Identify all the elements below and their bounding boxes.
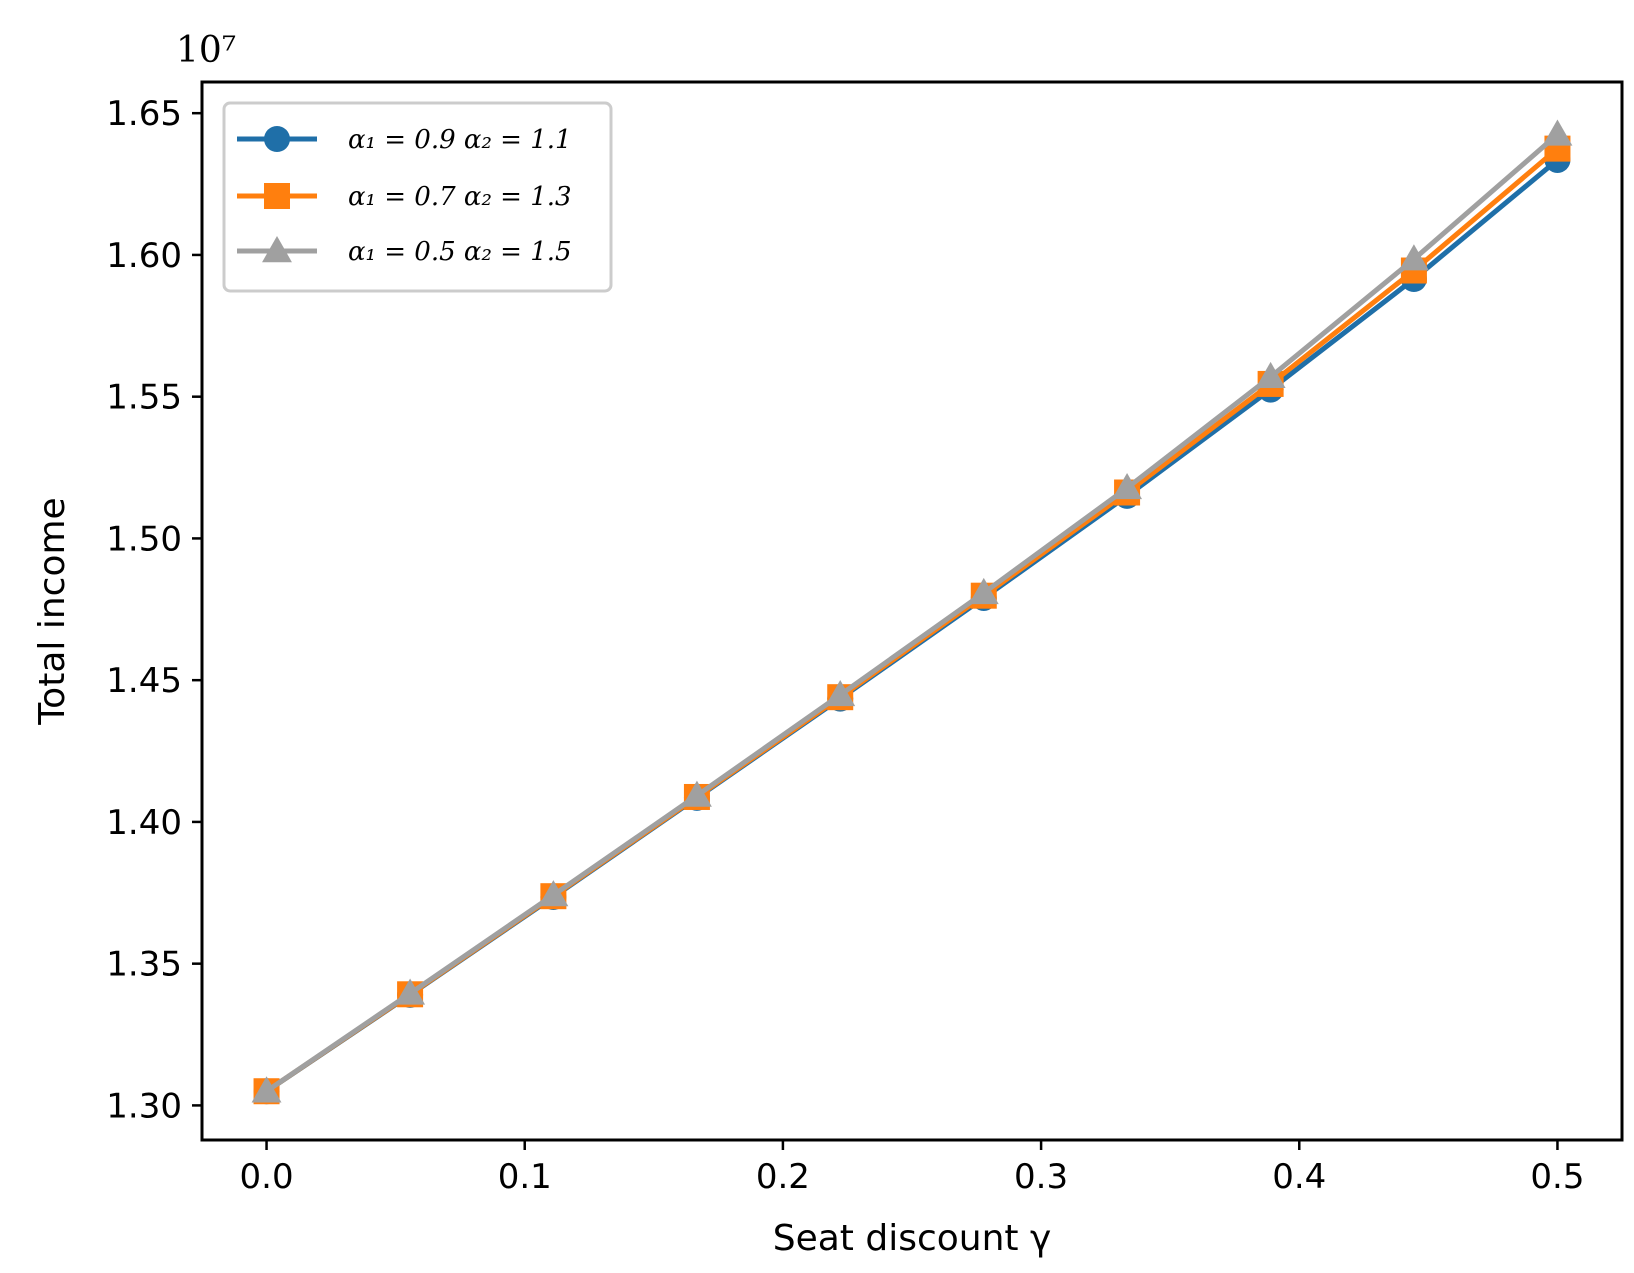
legend-marker	[264, 183, 290, 209]
y-tick-label: 1.65	[106, 94, 182, 134]
y-offset-label: 10⁷	[176, 30, 236, 71]
x-axis: 0.0 0.1 0.2 0.3 0.4 0.5	[240, 1140, 1584, 1197]
data-point	[395, 978, 426, 1005]
legend-label: α₁ = 0.5 α₂ = 1.5	[348, 237, 572, 267]
x-tick-label: 0.3	[1014, 1157, 1068, 1197]
data-point	[1542, 119, 1573, 146]
series-line	[265, 132, 1560, 1094]
y-axis: 1.30 1.35 1.40 1.45 1.50 1.55 1.60 1.65	[106, 94, 202, 1126]
x-tick-label: 0.5	[1530, 1157, 1584, 1197]
x-axis-label: Seat discount γ	[773, 1218, 1052, 1259]
legend-marker	[262, 236, 292, 263]
legend-marker	[264, 126, 290, 152]
x-tick-label: 0.0	[240, 1157, 294, 1197]
legend-frame	[222, 101, 613, 293]
plot-frame	[200, 80, 1624, 1142]
legend-label: α₁ = 0.7 α₂ = 1.3	[348, 182, 572, 212]
y-tick-label: 1.35	[106, 945, 182, 985]
x-tick-label: 0.2	[756, 1157, 810, 1197]
data-point	[251, 1076, 282, 1103]
series-layer	[251, 119, 1573, 1105]
y-tick-label: 1.55	[106, 378, 182, 418]
y-tick-label: 1.45	[106, 661, 182, 701]
y-axis-label: Total income	[32, 497, 73, 725]
data-point	[968, 577, 999, 605]
data-point	[825, 679, 856, 707]
series-3	[251, 119, 1573, 1103]
legend-label: α₁ = 0.9 α₂ = 1.1	[348, 125, 572, 155]
y-tick-label: 1.50	[106, 519, 182, 559]
data-point	[1112, 473, 1143, 500]
y-tick-label: 1.60	[106, 236, 182, 276]
x-tick-label: 0.1	[498, 1157, 552, 1197]
data-point	[538, 880, 569, 907]
y-tick-label: 1.40	[106, 803, 182, 843]
legend: α₁ = 0.9 α₂ = 1.1 α₁ = 0.7 α₂ = 1.3 α₁ = 0…	[222, 101, 613, 293]
data-point	[681, 780, 712, 807]
y-tick-label: 1.30	[106, 1086, 182, 1126]
x-tick-label: 0.4	[1272, 1157, 1326, 1197]
data-point	[1255, 361, 1286, 389]
data-point	[1398, 244, 1429, 271]
